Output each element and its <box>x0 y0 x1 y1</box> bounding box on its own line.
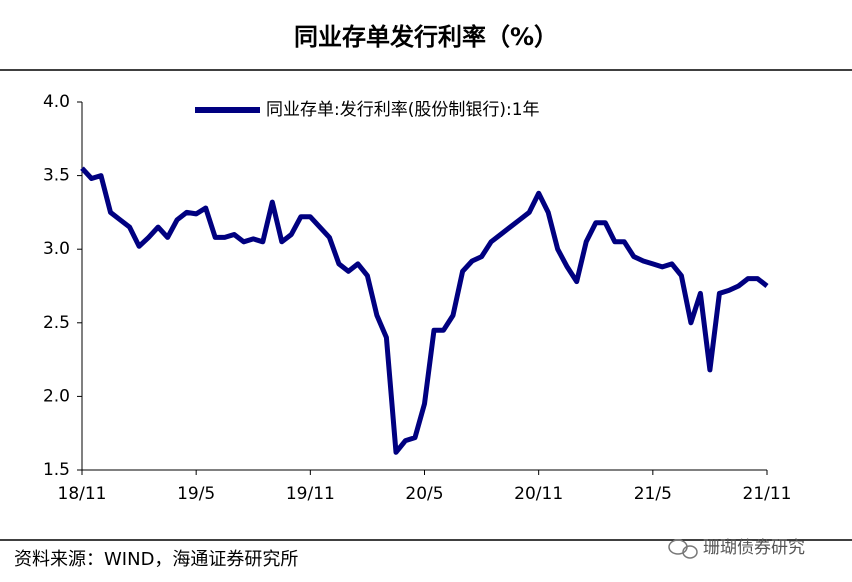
y-tick-label: 1.5 <box>43 460 70 480</box>
y-tick-label: 4.0 <box>43 92 70 112</box>
x-tick-label: 21/5 <box>634 484 672 504</box>
x-tick-label: 19/5 <box>177 484 215 504</box>
y-tick-label: 3.0 <box>43 239 70 259</box>
x-tick-label: 19/11 <box>286 484 335 504</box>
y-tick-label: 2.0 <box>43 386 70 406</box>
y-tick-label: 3.5 <box>43 166 70 186</box>
x-tick-label: 20/11 <box>514 484 563 504</box>
chart-title: 同业存单发行利率（%） <box>294 23 558 51</box>
series-line <box>80 166 769 455</box>
y-tick-label: 2.5 <box>43 313 70 333</box>
x-tick-label: 21/11 <box>743 484 792 504</box>
legend-label: 同业存单:发行利率(股份制银行):1年 <box>266 100 540 120</box>
watermark: 珊瑚债券研究 <box>703 538 805 558</box>
source: 资料来源：WIND，海通证券研究所 <box>14 549 298 570</box>
watermark-icon <box>668 539 698 559</box>
x-tick-label: 18/11 <box>58 484 107 504</box>
x-tick-label: 20/5 <box>405 484 443 504</box>
